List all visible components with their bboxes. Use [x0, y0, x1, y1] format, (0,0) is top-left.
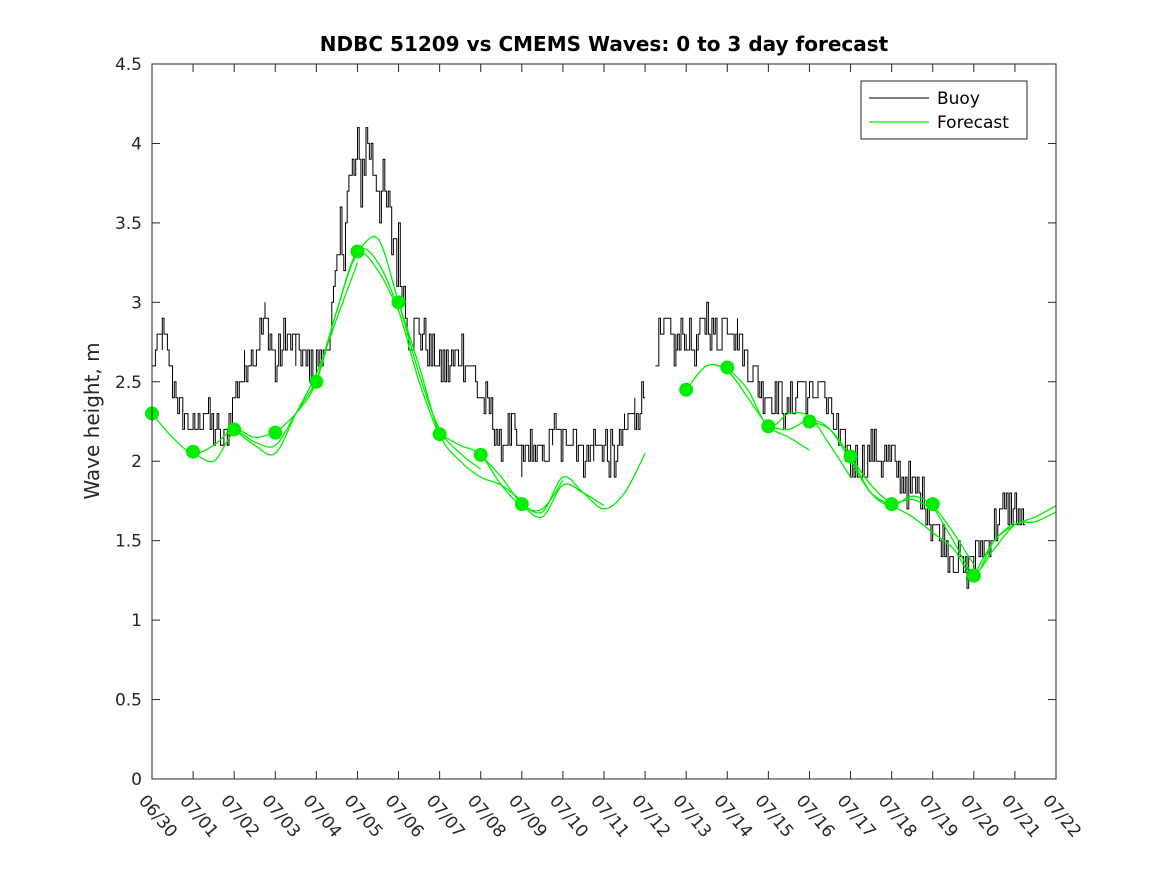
x-tick-label: 06/30: [134, 791, 181, 841]
x-tick-label: 07/09: [504, 791, 551, 841]
forecast-marker: [309, 374, 324, 389]
forecast-marker: [720, 360, 735, 375]
x-tick-label: 07/15: [751, 791, 798, 841]
forecast-line-16: [932, 505, 1057, 574]
y-tick-label: 0: [131, 770, 142, 790]
forecast-marker: [679, 382, 694, 397]
forecast-marker: [761, 419, 776, 434]
forecast-line-9: [521, 453, 646, 514]
y-tick-label: 0.5: [115, 691, 142, 711]
forecast-line-13: [809, 420, 933, 510]
forecast-line-10: [685, 363, 810, 451]
x-tick-labels: 06/3007/0107/0207/0307/0407/0507/0607/07…: [134, 791, 1085, 841]
y-tick-label: 3: [131, 293, 142, 313]
forecast-marker: [966, 568, 981, 583]
legend-label-forecast: Forecast: [937, 113, 1009, 133]
y-tick-label: 1.5: [115, 532, 142, 552]
y-tick-labels: 0 0.5 1 1.5 2 2.5 3 3.5 4 4.5: [115, 55, 142, 790]
forecast-line-5: [357, 236, 482, 470]
x-tick-label: 07/08: [463, 791, 510, 841]
forecast-marker: [925, 497, 940, 512]
forecast-marker: [186, 444, 201, 459]
forecast-markers: [145, 244, 981, 583]
forecast-line-3: [274, 252, 400, 434]
x-tick-label: 07/22: [1038, 791, 1085, 841]
forecast-marker: [350, 244, 365, 259]
y-tick-label: 4.5: [115, 55, 142, 75]
forecast-marker: [432, 427, 447, 442]
x-tick-label: 07/16: [792, 791, 839, 841]
x-tick-label: 07/21: [997, 791, 1044, 841]
forecast-marker: [884, 497, 899, 512]
forecast-marker: [391, 295, 406, 310]
x-tick-label: 07/07: [422, 791, 469, 841]
forecast-series-group: [151, 236, 1057, 577]
forecast-line-0: [151, 413, 276, 455]
buoy-series: [152, 127, 1026, 589]
x-tick-label: 07/19: [915, 791, 962, 841]
x-tick-label: 07/10: [545, 791, 592, 841]
x-tick-label: 07/14: [709, 791, 756, 841]
x-tick-label: 07/18: [874, 791, 921, 841]
forecast-marker: [227, 422, 242, 437]
x-tick-label: 07/13: [668, 791, 715, 841]
x-tick-label: 07/01: [175, 791, 222, 841]
legend-label-buoy: Buoy: [937, 89, 980, 109]
forecast-marker: [514, 497, 529, 512]
x-tick-label: 07/02: [216, 791, 263, 841]
buoy-line-segment-0: [152, 127, 646, 478]
y-tick-label: 4: [131, 134, 142, 154]
forecast-line-17: [973, 505, 1057, 576]
chart-title: NDBC 51209 vs CMEMS Waves: 0 to 3 day fo…: [320, 32, 889, 56]
x-tick-label: 07/12: [627, 791, 674, 841]
y-tick-label: 3.5: [115, 214, 142, 234]
x-tick-label: 07/11: [586, 791, 633, 841]
forecast-line-7: [439, 433, 564, 512]
y-axis-title: Wave height, m: [80, 342, 104, 499]
forecast-line-11: [726, 367, 852, 478]
y-tick-label: 2.5: [115, 373, 142, 393]
forecast-marker: [802, 414, 817, 429]
legend: Buoy Forecast: [860, 80, 1028, 140]
y-tick-label: 2: [131, 452, 142, 472]
x-tick-label: 07/20: [956, 791, 1003, 841]
x-tick-label: 07/17: [833, 791, 880, 841]
x-tick-label: 07/05: [340, 791, 387, 841]
x-tick-label: 07/04: [299, 791, 346, 841]
x-tick-label: 07/06: [381, 791, 428, 841]
forecast-line-14: [849, 456, 975, 565]
forecast-marker: [268, 425, 283, 440]
forecast-marker: [473, 447, 488, 462]
y-tick-label: 1: [131, 611, 142, 631]
forecast-line-6: [397, 302, 523, 502]
legend-box: [860, 80, 1028, 140]
forecast-line-4: [315, 247, 441, 438]
x-tick-label: 07/03: [257, 791, 304, 841]
axes: [151, 63, 1057, 780]
forecast-marker: [843, 449, 858, 464]
